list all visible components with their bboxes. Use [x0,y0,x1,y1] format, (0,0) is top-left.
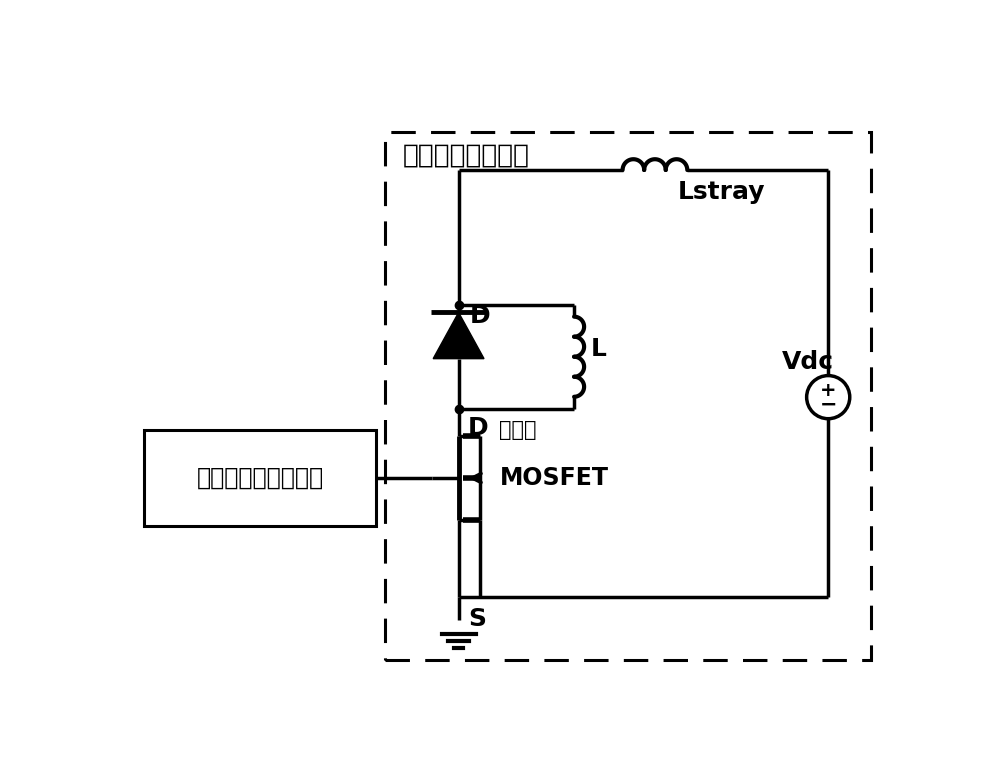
Text: 本发明的测试电路: 本发明的测试电路 [402,143,529,169]
Text: −: − [819,394,837,415]
Text: MOSFET: MOSFET [499,467,608,491]
Polygon shape [433,312,484,359]
Text: 第一个: 第一个 [499,419,537,439]
Text: L: L [591,337,607,361]
Text: Vdc: Vdc [782,350,834,374]
Text: +: + [820,381,836,400]
Text: D: D [470,305,491,329]
Text: Lstray: Lstray [677,180,765,204]
Text: 本发明驱动保护系统: 本发明驱动保护系统 [197,466,324,490]
Text: D: D [468,416,488,440]
Text: S: S [468,607,486,631]
